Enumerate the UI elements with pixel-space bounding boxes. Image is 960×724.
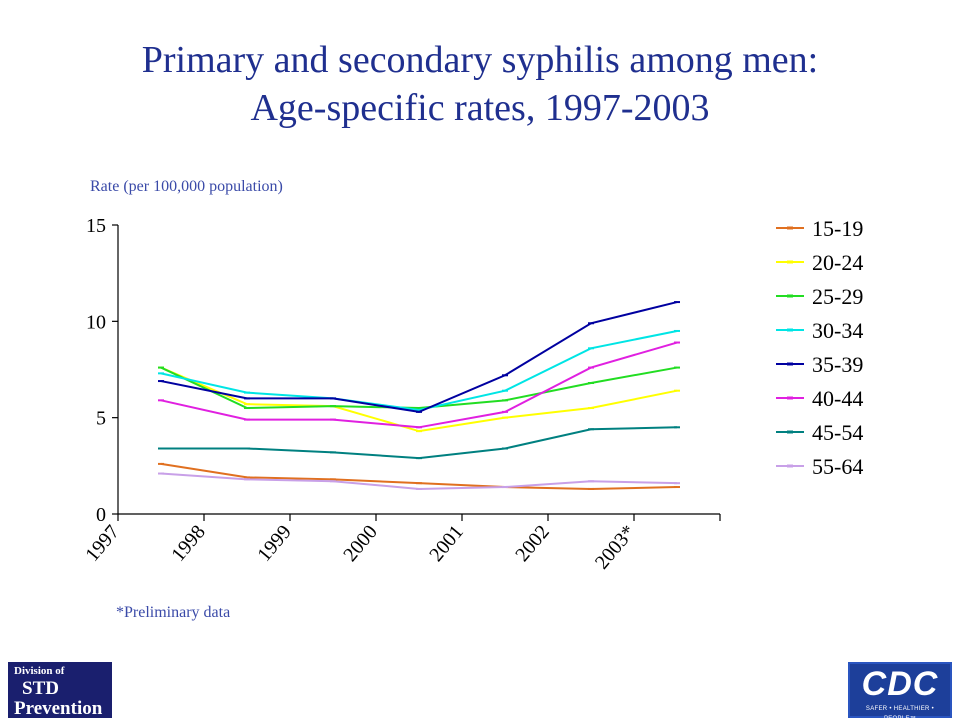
x-tick-label: 1998 <box>167 521 210 566</box>
chart-title-line-2: Age-specific rates, 1997-2003 <box>250 87 710 129</box>
legend-label-55-64: 55-64 <box>812 454 863 479</box>
series-line-25-29 <box>160 366 678 410</box>
cdc-logo-text: CDC <box>861 665 939 703</box>
legend-label-20-24: 20-24 <box>812 250 863 275</box>
std-logo-line-2: STD <box>22 678 59 699</box>
x-tick-label: 1999 <box>253 521 296 566</box>
cdc-logo: CDC SAFER • HEALTHIER • PEOPLE™ <box>848 662 952 722</box>
legend-label-25-29: 25-29 <box>812 284 863 309</box>
y-tick-label: 15 <box>86 215 106 237</box>
y-axis-label: Rate (per 100,000 population) <box>90 178 283 195</box>
series-line-40-44 <box>160 341 678 429</box>
chart-title: Primary and secondary syphilis among men… <box>0 36 960 132</box>
x-tick-label: 2001 <box>425 521 468 566</box>
series-line-35-39 <box>160 301 678 413</box>
y-tick-label: 5 <box>96 408 106 430</box>
x-tick-label: 2000 <box>339 521 382 566</box>
footnote: *Preliminary data <box>116 604 231 621</box>
std-division-logo: Division of STD Prevention <box>8 662 112 718</box>
chart-title-line-1: Primary and secondary syphilis among men… <box>141 39 819 81</box>
x-tick-label: 2002 <box>511 521 554 566</box>
y-tick-label: 10 <box>86 311 106 333</box>
series-line-15-19 <box>160 462 678 490</box>
x-tick-label: 1997 <box>81 521 124 566</box>
legend-label-35-39: 35-39 <box>812 352 863 377</box>
y-tick-label: 0 <box>96 504 106 526</box>
std-logo-line-1: Division of <box>14 665 65 677</box>
series-line-30-34 <box>160 329 678 411</box>
legend-label-40-44: 40-44 <box>812 386 863 411</box>
series-line-20-24 <box>160 366 678 433</box>
x-tick-label: 2003* <box>591 521 640 573</box>
cdc-logo-tagline: SAFER • HEALTHIER • PEOPLE™ <box>865 706 935 722</box>
legend-label-15-19: 15-19 <box>812 216 863 241</box>
legend-label-45-54: 45-54 <box>812 420 863 445</box>
std-logo-line-3: Prevention <box>14 698 103 719</box>
legend-label-30-34: 30-34 <box>812 318 863 343</box>
